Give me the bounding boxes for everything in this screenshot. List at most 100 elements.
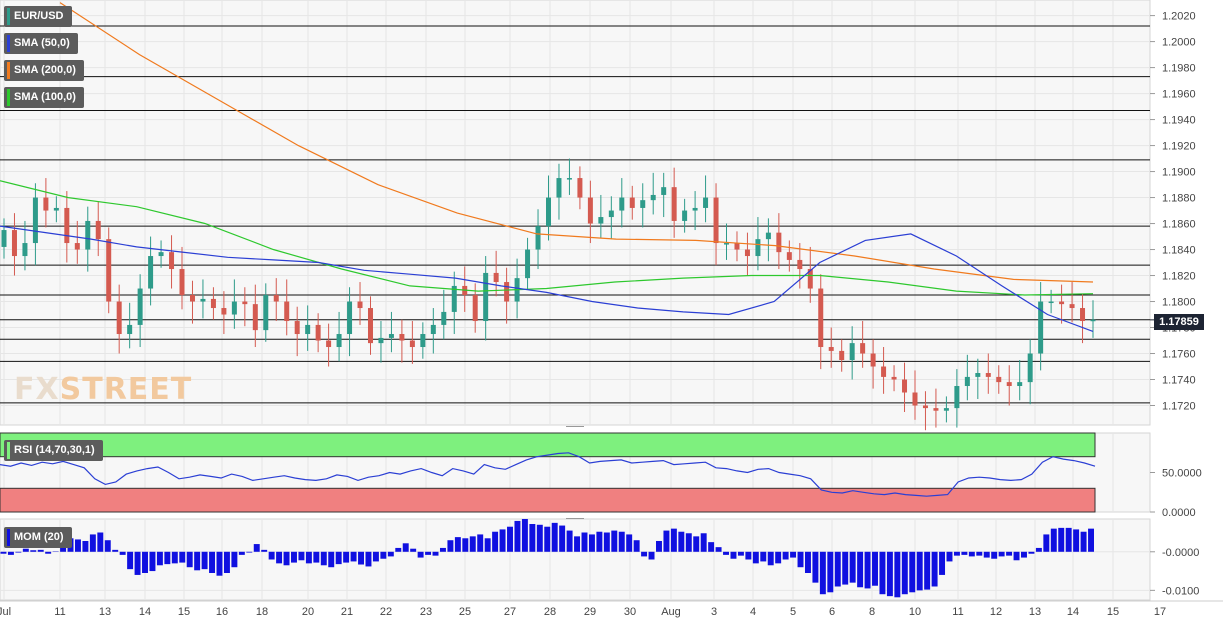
rsi-line bbox=[0, 452, 1096, 497]
candle-body bbox=[598, 217, 604, 224]
mom-bar bbox=[462, 538, 469, 552]
mom-bar bbox=[797, 551, 804, 568]
candle-body bbox=[954, 386, 960, 409]
legend-sma50[interactable]: SMA (50,0) bbox=[4, 33, 78, 54]
mom-bar bbox=[544, 526, 551, 552]
candle-body bbox=[357, 301, 363, 309]
candle-body bbox=[430, 324, 436, 335]
mom-bar bbox=[529, 524, 536, 552]
x-tick-label: 4 bbox=[750, 606, 756, 618]
mom-bar bbox=[842, 551, 849, 585]
rsi-y-tick-label: 0.0000 bbox=[1162, 507, 1196, 519]
mom-bar bbox=[596, 531, 603, 552]
x-tick-label: 11 bbox=[952, 606, 963, 618]
mom-bar bbox=[164, 551, 171, 565]
mom-bar bbox=[760, 551, 767, 562]
legend-sma100[interactable]: SMA (100,0) bbox=[4, 87, 84, 108]
mom-bar bbox=[1073, 529, 1080, 552]
x-tick-label: 30 bbox=[624, 606, 636, 618]
mom-bar bbox=[737, 551, 744, 556]
mom-bar bbox=[0, 551, 7, 554]
mom-bar bbox=[320, 551, 327, 566]
y-tick-label: 1.1880 bbox=[1162, 193, 1196, 205]
mom-label[interactable]: MOM (20) bbox=[4, 527, 72, 548]
x-tick-label: 10 bbox=[909, 606, 921, 618]
candle-body bbox=[472, 295, 478, 322]
candle-body bbox=[273, 295, 279, 302]
mom-bar bbox=[477, 534, 484, 552]
candle-body bbox=[964, 376, 970, 387]
mom-bar bbox=[134, 551, 141, 575]
y-tick-label: 1.1740 bbox=[1162, 375, 1196, 387]
candle-body bbox=[231, 301, 237, 315]
pane-resize-handle-mom[interactable] bbox=[566, 512, 584, 519]
mom-bar bbox=[968, 551, 975, 557]
candle-body bbox=[493, 272, 499, 283]
candle-body bbox=[933, 408, 939, 411]
candle-body bbox=[535, 226, 541, 250]
candle-body bbox=[640, 200, 646, 208]
mom-bar bbox=[432, 551, 439, 556]
candle-body bbox=[587, 197, 593, 224]
mom-bar bbox=[790, 551, 797, 558]
x-tick-label: 11 bbox=[54, 606, 65, 618]
mom-bar bbox=[60, 546, 67, 552]
mom-bar bbox=[335, 551, 342, 565]
candle-body bbox=[210, 298, 216, 309]
rsi-oversold-zone bbox=[0, 487, 1096, 513]
candle-body bbox=[294, 321, 300, 335]
mom-bar bbox=[7, 551, 14, 555]
mom-bar bbox=[142, 551, 148, 573]
mom-bar bbox=[983, 551, 990, 558]
x-tick-label: 20 bbox=[302, 606, 314, 618]
candle-body bbox=[786, 252, 792, 260]
candle-body bbox=[922, 405, 928, 409]
candle-body bbox=[839, 350, 845, 361]
mom-bar bbox=[261, 549, 268, 552]
x-tick-label: 21 bbox=[341, 606, 353, 618]
y-tick-label: 1.1900 bbox=[1162, 167, 1196, 179]
current-price-label: 1.17859 bbox=[1154, 314, 1204, 330]
y-tick-label: 1.1980 bbox=[1162, 63, 1196, 75]
mom-bar bbox=[708, 542, 715, 552]
mom-bar bbox=[291, 551, 297, 563]
sma200-line bbox=[59, 2, 1094, 283]
x-tick-label: 27 bbox=[504, 606, 516, 618]
mom-bar bbox=[127, 551, 134, 570]
x-tick-label: 17 bbox=[1154, 606, 1166, 618]
mom-bar bbox=[447, 540, 454, 552]
x-tick-label: 22 bbox=[380, 606, 392, 618]
mom-bar bbox=[82, 540, 89, 552]
mom-bar bbox=[611, 530, 618, 552]
mom-bar bbox=[119, 551, 126, 555]
mom-bar bbox=[663, 530, 670, 552]
mom-bar bbox=[1065, 527, 1072, 552]
mom-bar bbox=[1050, 528, 1057, 552]
x-tick-label: 3 bbox=[711, 606, 717, 618]
mom-bar bbox=[439, 547, 446, 552]
legend-symbol[interactable]: EUR/USD bbox=[4, 6, 72, 27]
mom-bar bbox=[953, 551, 960, 556]
mom-bar bbox=[536, 524, 543, 552]
mom-bar bbox=[246, 551, 253, 553]
mom-bar bbox=[223, 551, 230, 573]
mom-bar bbox=[909, 551, 916, 593]
mom-bar bbox=[685, 533, 692, 552]
mom-bar bbox=[752, 551, 759, 564]
mom-bar bbox=[857, 551, 864, 588]
candle-body bbox=[221, 308, 227, 315]
mom-bar bbox=[976, 551, 983, 556]
mom-bar bbox=[723, 551, 729, 555]
mom-bar bbox=[469, 536, 476, 552]
rsi-label[interactable]: RSI (14,70,30,1) bbox=[4, 440, 103, 461]
candle-body bbox=[179, 269, 185, 296]
candle-body bbox=[682, 210, 688, 221]
candle-body bbox=[284, 301, 290, 322]
mom-bar bbox=[156, 551, 163, 566]
pane-resize-handle-rsi[interactable] bbox=[566, 426, 584, 433]
x-tick-label: 15 bbox=[178, 606, 190, 618]
legend-sma200[interactable]: SMA (200,0) bbox=[4, 60, 84, 81]
candle-body bbox=[556, 178, 562, 198]
mom-bar bbox=[1035, 547, 1042, 552]
candle-body bbox=[189, 295, 195, 302]
